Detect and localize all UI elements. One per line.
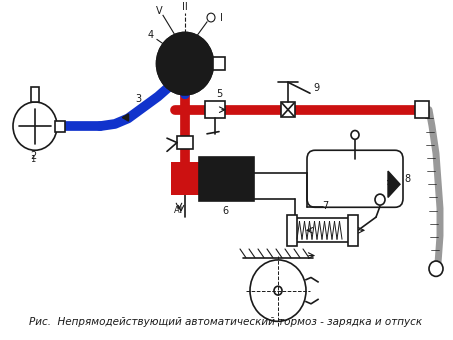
Bar [205, 101, 225, 118]
Circle shape [351, 131, 359, 139]
Circle shape [375, 194, 385, 205]
Text: 5: 5 [216, 89, 222, 99]
Wedge shape [159, 64, 185, 93]
Circle shape [157, 33, 213, 94]
Bar [415, 101, 429, 118]
Text: A₁: A₁ [174, 206, 183, 215]
Text: 1: 1 [30, 155, 36, 164]
Bar [199, 157, 254, 201]
Text: 6: 6 [222, 206, 228, 216]
Text: V: V [156, 6, 162, 16]
Bar [199, 162, 254, 195]
Bar [177, 136, 193, 149]
Bar [287, 215, 297, 246]
Circle shape [429, 261, 443, 276]
Wedge shape [185, 64, 212, 93]
Circle shape [13, 102, 57, 150]
Text: 2: 2 [30, 151, 36, 161]
Text: 9: 9 [313, 83, 319, 93]
Bar [55, 121, 65, 132]
Circle shape [207, 13, 215, 22]
Bar [281, 102, 295, 117]
Bar [171, 162, 199, 195]
Text: 3: 3 [135, 94, 141, 104]
Circle shape [157, 33, 213, 94]
Text: I: I [220, 13, 222, 22]
Circle shape [250, 260, 306, 321]
Text: 4: 4 [148, 30, 154, 40]
Bar [31, 87, 39, 102]
Bar [199, 157, 254, 201]
Polygon shape [388, 171, 400, 198]
Text: 8: 8 [404, 174, 410, 184]
Bar [348, 215, 358, 246]
FancyBboxPatch shape [307, 150, 403, 207]
Bar [295, 218, 350, 242]
Text: Рис.  Непрямодействующий автоматический тормоз - зарядка и отпуск: Рис. Непрямодействующий автоматический т… [29, 317, 423, 327]
Circle shape [274, 286, 282, 295]
Bar [213, 57, 225, 70]
Text: II: II [182, 2, 188, 12]
Text: 7: 7 [322, 201, 328, 211]
